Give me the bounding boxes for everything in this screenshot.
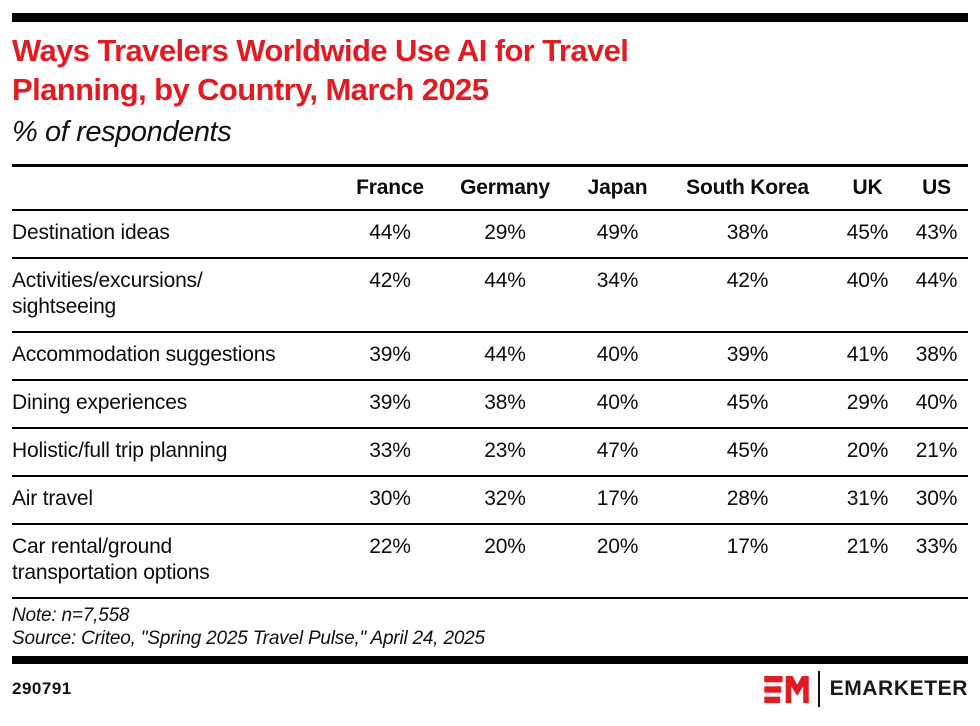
column-header-us: US — [922, 176, 951, 199]
cell-value: 29% — [484, 221, 526, 244]
page-title: Ways Travelers Worldwide Use AI for Trav… — [12, 33, 629, 107]
note-line: Note: n=7,558 — [12, 605, 130, 626]
cell-value: 45% — [726, 391, 769, 414]
cell-value: 21% — [915, 439, 958, 462]
brand-name: EMARKETER — [829, 677, 968, 700]
data-table: France Germany Japan South Korea UK US D… — [12, 164, 968, 599]
corner-cell — [12, 166, 340, 211]
table-row: Activities/excursions/ sightseeing 42% 4… — [12, 258, 968, 332]
logo-divider — [817, 671, 820, 707]
column-header-south-korea: South Korea — [686, 176, 809, 199]
footnotes: Note: n=7,558 Source: Criteo, "Spring 20… — [12, 604, 968, 650]
column-header-france: France — [356, 176, 424, 199]
row-label: Holistic/full trip planning — [12, 439, 228, 462]
cell-value: 44% — [484, 269, 526, 292]
cell-value: 40% — [846, 269, 889, 292]
cell-value: 44% — [369, 221, 411, 244]
cell-value: 42% — [726, 269, 769, 292]
em-monogram-icon — [763, 675, 809, 703]
cell-value: 49% — [596, 221, 639, 244]
row-label: Accommodation suggestions — [12, 343, 276, 366]
page-subtitle: % of respondents — [12, 116, 232, 148]
column-header-germany: Germany — [460, 176, 550, 199]
cell-value: 38% — [915, 343, 958, 366]
cell-value: 33% — [369, 439, 411, 462]
table-row: Car rental/ground transportation options… — [12, 524, 968, 598]
cell-value: 31% — [846, 487, 889, 510]
cell-value: 47% — [596, 439, 639, 462]
top-rule-bar — [12, 13, 968, 22]
cell-value: 17% — [596, 487, 639, 510]
row-label: Destination ideas — [12, 221, 170, 244]
table-row: Holistic/full trip planning 33% 23% 47% … — [12, 428, 968, 476]
chart-id: 290791 — [12, 679, 72, 698]
row-label: Car rental/ground transportation options — [12, 535, 210, 584]
table-header-row: France Germany Japan South Korea UK US — [12, 166, 968, 211]
cell-value: 20% — [846, 439, 889, 462]
cell-value: 33% — [915, 535, 958, 558]
emarketer-logo: EMARKETER — [763, 671, 968, 707]
table-row: Dining experiences 39% 38% 40% 45% 29% 4… — [12, 380, 968, 428]
bottom-rule-bar — [12, 656, 968, 664]
cell-value: 30% — [915, 487, 958, 510]
table-row: Accommodation suggestions 39% 44% 40% 39… — [12, 332, 968, 380]
cell-value: 20% — [484, 535, 526, 558]
cell-value: 38% — [484, 391, 526, 414]
cell-value: 32% — [484, 487, 526, 510]
footer: 290791 EMARKETER — [12, 671, 968, 707]
cell-value: 42% — [369, 269, 411, 292]
column-header-japan: Japan — [587, 176, 648, 199]
cell-value: 28% — [726, 487, 769, 510]
source-line: Source: Criteo, "Spring 2025 Travel Puls… — [12, 628, 485, 649]
cell-value: 23% — [484, 439, 526, 462]
table-row: Air travel 30% 32% 17% 28% 31% 30% — [12, 476, 968, 524]
cell-value: 45% — [846, 221, 889, 244]
cell-value: 38% — [726, 221, 769, 244]
cell-value: 22% — [369, 535, 411, 558]
cell-value: 39% — [369, 391, 411, 414]
cell-value: 44% — [915, 269, 958, 292]
cell-value: 30% — [369, 487, 411, 510]
cell-value: 39% — [369, 343, 411, 366]
cell-value: 40% — [915, 391, 958, 414]
row-label: Activities/excursions/ sightseeing — [12, 269, 203, 318]
cell-value: 39% — [726, 343, 769, 366]
cell-value: 17% — [726, 535, 769, 558]
row-label: Dining experiences — [12, 391, 188, 414]
cell-value: 34% — [596, 269, 639, 292]
cell-value: 41% — [846, 343, 889, 366]
cell-value: 29% — [846, 391, 889, 414]
column-header-uk: UK — [852, 176, 883, 199]
cell-value: 21% — [846, 535, 889, 558]
cell-value: 44% — [484, 343, 526, 366]
table-row: Destination ideas 44% 29% 49% 38% 45% 43… — [12, 210, 968, 258]
cell-value: 20% — [596, 535, 639, 558]
cell-value: 45% — [726, 439, 769, 462]
row-label: Air travel — [12, 487, 93, 510]
cell-value: 40% — [596, 343, 639, 366]
cell-value: 40% — [596, 391, 639, 414]
cell-value: 43% — [915, 221, 958, 244]
